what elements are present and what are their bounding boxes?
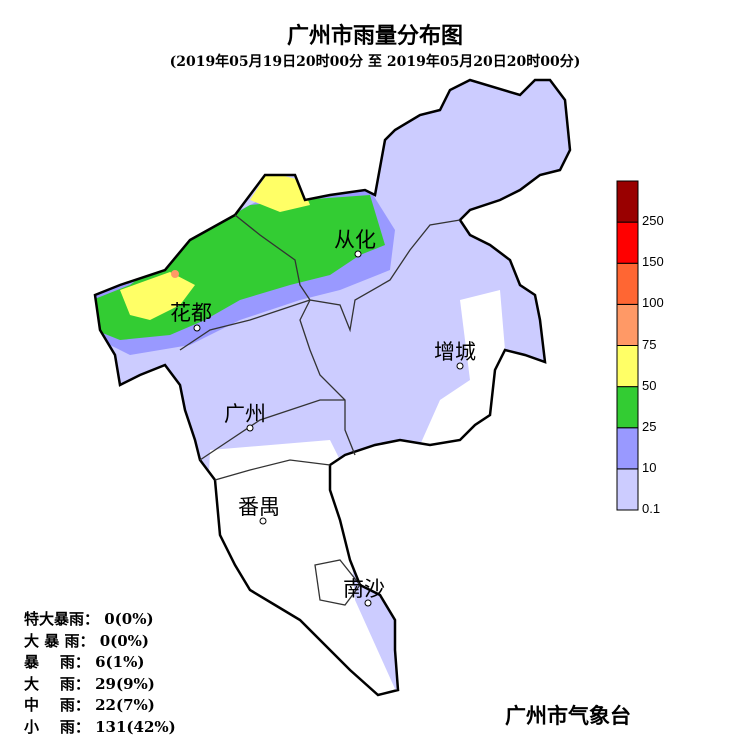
stat-row: 大 暴 雨： 0(0%) [24,631,176,653]
legend-swatch [616,180,639,223]
town-label-conghua: 从化 [334,228,376,252]
town-label-nansha: 南沙 [343,577,385,601]
rainstorm-area-north [250,172,310,212]
legend-label: 0.1 [642,501,661,516]
legend-swatch [616,345,639,388]
no-rain-area-east [420,290,505,445]
stat-value: 22(7%) [95,696,155,714]
town-label-panyu: 番禺 [238,495,280,519]
legend-swatch [616,386,639,429]
rainstorm-area-west [120,272,195,320]
stat-value: 131(42%) [95,717,176,736]
legend-label: 150 [642,254,664,270]
legend-label: 25 [642,418,657,434]
no-rain-area-south [200,440,400,695]
issuer-label: 广州市气象台 [505,704,631,728]
stat-label: 大 雨： [24,674,90,693]
stat-value: 6(1%) [95,653,145,671]
stat-row: 中 雨： 22(7%) [24,695,176,717]
town-marker-panyu [259,517,267,525]
rainfall-stats: 特大暴雨： 0(0%) 大 暴 雨： 0(0%) 暴 雨： 6(1%) 大 雨：… [24,609,176,738]
stat-value: 0(0%) [99,631,150,650]
stat-row: 小 雨： 131(42%) [24,717,176,739]
legend-swatch [616,468,639,511]
town-label-huadu: 花都 [170,301,212,325]
legend-color-bar [616,180,639,511]
legend-label: 100 [642,295,664,311]
stat-value: 29(9%) [95,674,155,693]
town-label-zengcheng: 增城 [434,340,476,364]
stat-label: 暴 雨： [24,653,90,671]
town-label-guangzhou: 广州 [224,402,266,426]
district-boundaries [179,214,461,606]
legend-label: 50 [642,377,657,393]
town-marker-zengcheng [456,362,464,370]
stat-row: 大 雨： 29(9%) [24,674,176,696]
stat-row: 特大暴雨： 0(0%) [24,609,176,631]
rainstorm-peak [171,270,179,278]
legend-swatch [616,262,639,305]
stat-row: 暴 雨： 6(1%) [24,652,176,674]
stat-value: 0(0%) [104,610,154,628]
stat-label: 中 雨： [24,696,90,714]
legend-label: 250 [642,213,664,229]
town-marker-guangzhou [246,424,254,432]
town-markers [193,250,464,607]
stat-label: 特大暴雨： [24,610,100,628]
legend-swatch [616,303,639,346]
town-marker-huadu [193,324,201,332]
legend-swatch [616,221,639,264]
legend-swatch [616,427,639,470]
town-marker-nansha [364,599,372,607]
town-marker-conghua [354,250,362,258]
stat-label: 大 暴 雨： [24,631,95,650]
legend-label: 75 [642,336,657,352]
stat-label: 小 雨： [24,717,90,736]
legend-label: 10 [642,459,657,475]
map-subtitle: (2019年05月19日20时00分 至 2019年05月20日20时00分) [169,54,581,70]
map-title: 广州市雨量分布图 [286,24,463,49]
